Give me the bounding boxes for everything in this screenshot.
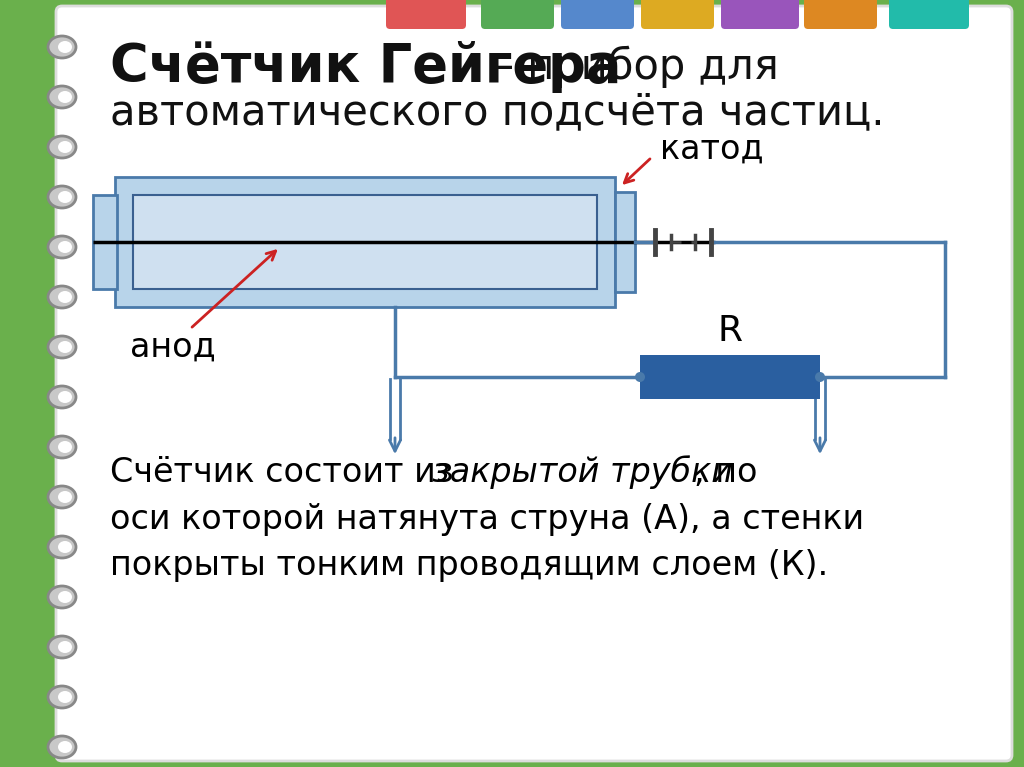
Text: Счётчик состоит из: Счётчик состоит из [110, 456, 464, 489]
Ellipse shape [58, 741, 72, 753]
Ellipse shape [58, 291, 72, 303]
Circle shape [635, 372, 645, 382]
Text: покрыты тонким проводящим слоем (К).: покрыты тонким проводящим слоем (К). [110, 549, 828, 582]
Ellipse shape [48, 736, 76, 758]
Bar [93, 195, 117, 289]
Ellipse shape [58, 91, 72, 103]
Text: , по: , по [694, 456, 758, 489]
Ellipse shape [58, 441, 72, 453]
FancyBboxPatch shape [56, 6, 1012, 761]
Ellipse shape [58, 191, 72, 203]
Text: катод: катод [660, 133, 764, 166]
Ellipse shape [58, 391, 72, 403]
Ellipse shape [58, 41, 72, 53]
FancyBboxPatch shape [561, 0, 634, 29]
Bar [115, 177, 615, 307]
Ellipse shape [48, 436, 76, 458]
Ellipse shape [58, 641, 72, 653]
FancyBboxPatch shape [386, 0, 466, 29]
Ellipse shape [58, 241, 72, 253]
Ellipse shape [48, 36, 76, 58]
Ellipse shape [48, 86, 76, 108]
Ellipse shape [58, 541, 72, 553]
Ellipse shape [48, 486, 76, 508]
Ellipse shape [58, 691, 72, 703]
Ellipse shape [48, 686, 76, 708]
Circle shape [815, 372, 825, 382]
FancyBboxPatch shape [721, 0, 799, 29]
Text: автоматического подсчёта частиц.: автоматического подсчёта частиц. [110, 91, 885, 133]
Text: закрытой трубки: закрытой трубки [432, 455, 733, 489]
FancyBboxPatch shape [804, 0, 877, 29]
Ellipse shape [48, 586, 76, 608]
Text: анод: анод [130, 331, 216, 364]
Bar [133, 195, 597, 289]
Ellipse shape [48, 186, 76, 208]
FancyBboxPatch shape [481, 0, 554, 29]
Ellipse shape [58, 341, 72, 353]
Text: оси которой натянута струна (А), а стенки: оси которой натянута струна (А), а стенк… [110, 502, 864, 535]
Ellipse shape [48, 636, 76, 658]
Ellipse shape [58, 141, 72, 153]
Ellipse shape [48, 536, 76, 558]
Ellipse shape [48, 286, 76, 308]
Bar [640, 355, 820, 399]
FancyBboxPatch shape [641, 0, 714, 29]
FancyBboxPatch shape [889, 0, 969, 29]
Ellipse shape [58, 591, 72, 603]
Text: Счётчик Гейгера: Счётчик Гейгера [110, 41, 622, 93]
Ellipse shape [48, 236, 76, 258]
Bar [615, 192, 635, 292]
Text: R: R [718, 314, 742, 348]
Ellipse shape [58, 491, 72, 503]
FancyBboxPatch shape [10, 0, 1014, 767]
Ellipse shape [48, 336, 76, 358]
Ellipse shape [48, 386, 76, 408]
Ellipse shape [48, 136, 76, 158]
Text: – прибор для: – прибор для [480, 46, 778, 88]
